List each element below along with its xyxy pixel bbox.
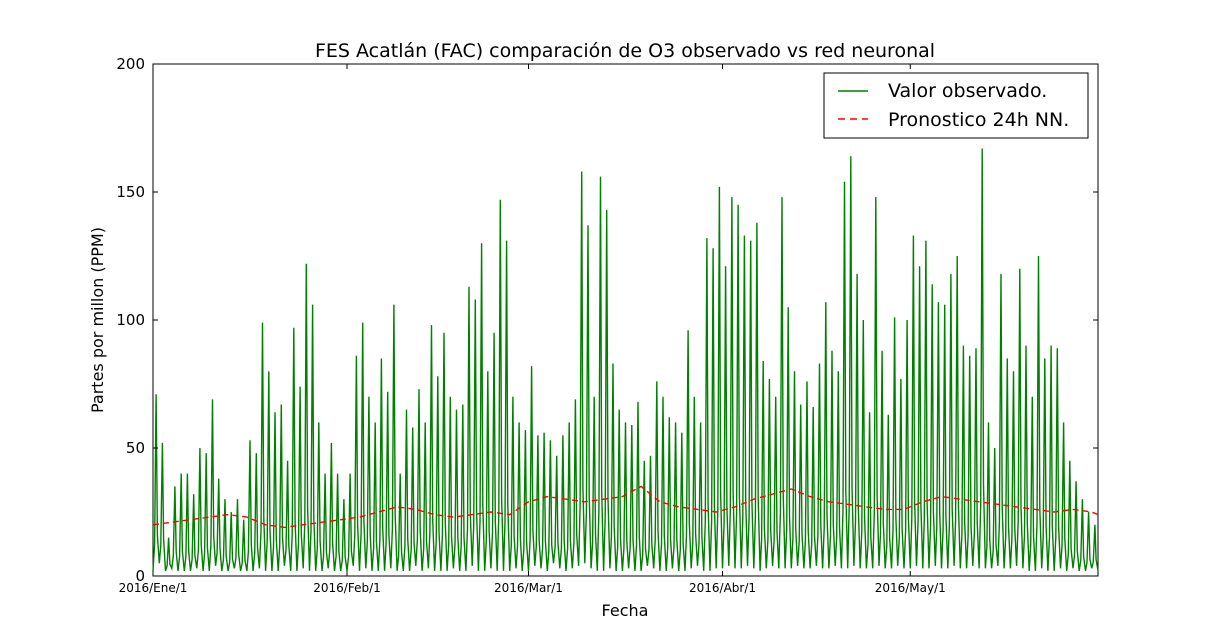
x-tick-label: 2016/Feb/1 [313, 581, 381, 595]
legend-box [823, 72, 1089, 139]
x-axis-title: Fecha [602, 601, 649, 620]
y-tick-label: 100 [116, 311, 145, 329]
legend: Valor observado. Pronostico 24h NN. [823, 72, 1089, 139]
x-tick-label: 2016/Mar/1 [494, 581, 563, 595]
series-layer [152, 148, 1099, 572]
y-tick-label: 150 [116, 183, 145, 201]
y-tick-label: 0 [135, 567, 145, 585]
x-axis: 2016/Ene/1 2016/Feb/1 2016/Mar/1 2016/Abr/1… [119, 64, 946, 595]
series-line-observed [152, 148, 1099, 572]
y-axis: 0 50 100 150 200 [116, 55, 1098, 585]
plot-area: 0 50 100 150 200 2016/Ene/1 2016/Feb/1 2016/Ma… [116, 55, 1099, 595]
chart-title: FES Acatlán (FAC) comparación de O3 obse… [315, 40, 935, 62]
x-tick-label: 2016/Ene/1 [119, 581, 188, 595]
series-line-forecast [152, 485, 1099, 529]
x-tick-label: 2016/May/1 [875, 581, 946, 595]
legend-label-forecast: Pronostico 24h NN. [888, 109, 1069, 131]
y-tick-label: 50 [126, 439, 145, 457]
x-tick-label: 2016/Abr/1 [689, 581, 756, 595]
plot-frame [152, 63, 1099, 577]
legend-label-observed: Valor observado. [888, 80, 1047, 102]
y-axis-title: Partes por millon (PPM) [88, 227, 107, 413]
y-tick-label: 200 [116, 55, 145, 73]
